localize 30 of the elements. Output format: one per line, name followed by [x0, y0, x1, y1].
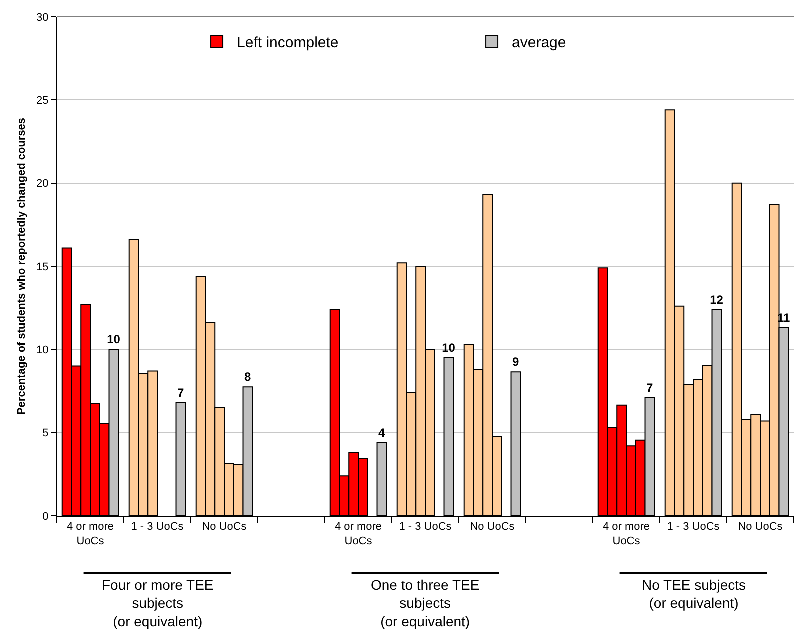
data-label: 7: [177, 386, 184, 400]
legend-label: average: [512, 34, 566, 52]
x-tick-label: 4 or more UoCs: [602, 521, 650, 548]
text: Four or more TEE subjects (or equivalent): [102, 577, 214, 630]
x-tick-label: No UoCs: [470, 521, 516, 534]
y-tick-label: 0: [42, 510, 49, 523]
text: One to three TEE subjects (or equivalent): [371, 577, 480, 630]
x-tick-label: 1 - 3 UoCs: [667, 521, 720, 534]
x-tick-label: No UoCs: [202, 521, 248, 534]
data-label: 7: [646, 380, 654, 395]
x-tick-label: No UoCs: [738, 521, 784, 534]
y-tick-label: 20: [36, 178, 49, 190]
data-label: 4: [378, 426, 386, 440]
legend-label: Left incomplete: [237, 34, 339, 52]
data-label: 9: [512, 355, 520, 370]
y-tick-label: 10: [36, 344, 49, 357]
y-tick-label: 25: [36, 95, 49, 108]
x-tick-label: 1 - 3 UoCs: [131, 521, 184, 534]
data-label: 10: [442, 340, 456, 355]
x-tick-label: 1 - 3 UoCs: [399, 521, 452, 534]
y-axis-title: Percentage of students who reportedly changed courses: [16, 118, 28, 416]
data-label: 8: [244, 370, 252, 384]
x-tick-label: 4 or more UoCs: [334, 521, 382, 548]
data-label: 10: [107, 332, 121, 347]
x-tick-label: 4 or more UoCs: [66, 521, 114, 548]
y-tick-label: 5: [42, 428, 49, 440]
y-tick-label: 30: [36, 12, 49, 24]
data-label: 12: [710, 292, 724, 307]
y-tick-label: 15: [36, 261, 49, 274]
text: No TEE subjects (or equivalent): [642, 577, 746, 612]
